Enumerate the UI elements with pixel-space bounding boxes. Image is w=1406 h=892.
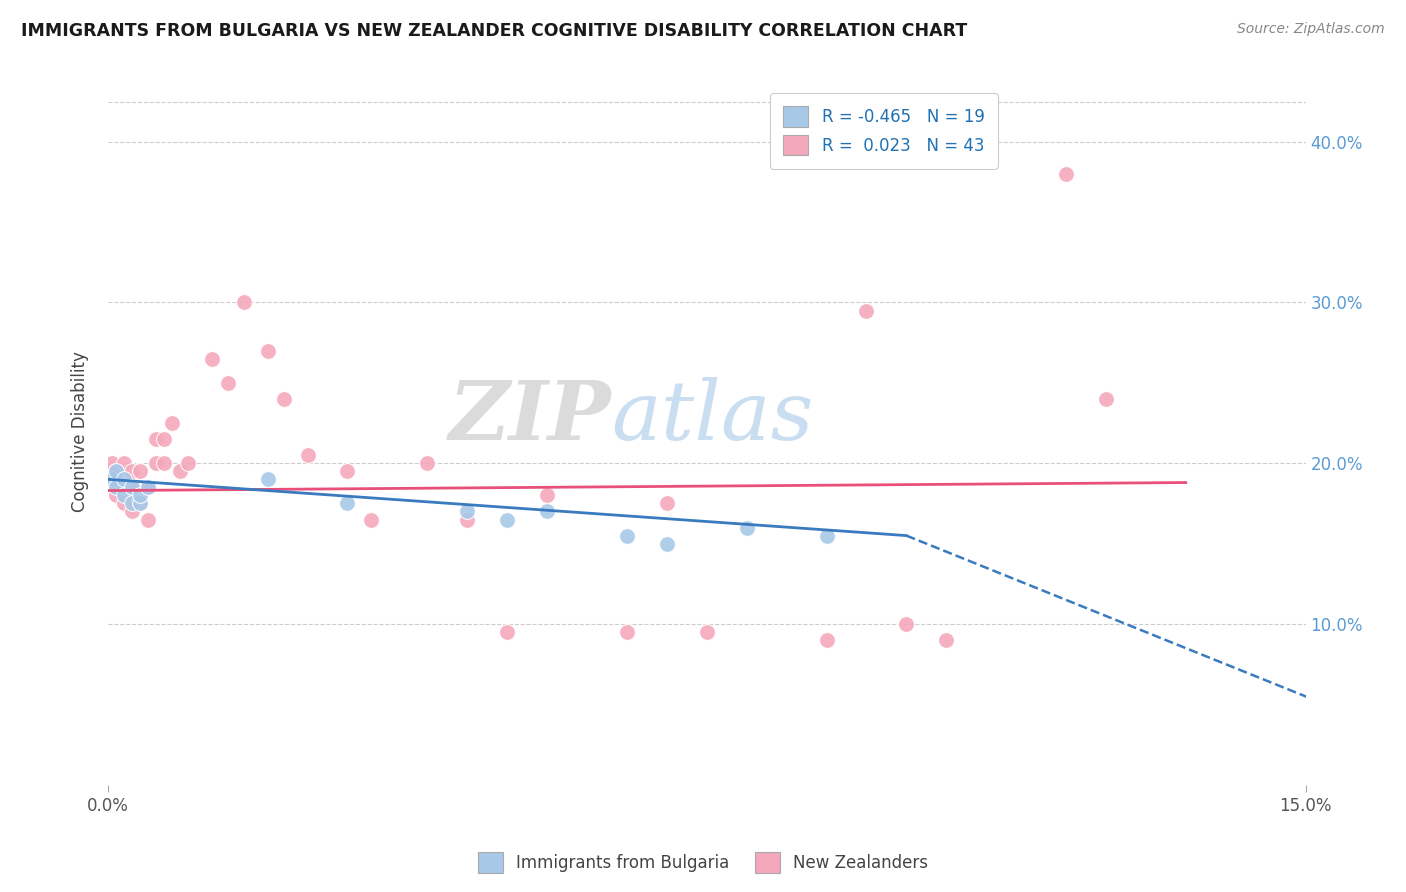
Point: [336, 464, 359, 478]
Point: [496, 512, 519, 526]
Point: [360, 512, 382, 526]
Point: [104, 488, 127, 502]
Legend: R = -0.465   N = 19, R =  0.023   N = 43: R = -0.465 N = 19, R = 0.023 N = 43: [770, 93, 998, 169]
Point: [104, 464, 127, 478]
Point: [616, 528, 638, 542]
Point: [256, 472, 278, 486]
Point: [136, 480, 159, 494]
Point: [129, 488, 152, 502]
Point: [815, 528, 838, 542]
Text: IMMIGRANTS FROM BULGARIA VS NEW ZEALANDER COGNITIVE DISABILITY CORRELATION CHART: IMMIGRANTS FROM BULGARIA VS NEW ZEALANDE…: [21, 22, 967, 40]
Point: [616, 625, 638, 640]
Point: [160, 416, 183, 430]
Point: [655, 496, 678, 510]
Point: [655, 536, 678, 550]
Point: [1095, 392, 1118, 406]
Point: [129, 496, 152, 510]
Point: [129, 464, 152, 478]
Point: [456, 504, 478, 518]
Text: ZIP: ZIP: [449, 377, 612, 457]
Point: [169, 464, 191, 478]
Point: [121, 496, 143, 510]
Point: [136, 480, 159, 494]
Point: [121, 480, 143, 494]
Point: [297, 448, 319, 462]
Point: [153, 456, 176, 470]
Point: [1054, 167, 1077, 181]
Point: [112, 456, 135, 470]
Point: [145, 456, 167, 470]
Point: [129, 496, 152, 510]
Point: [815, 633, 838, 648]
Y-axis label: Cognitive Disability: Cognitive Disability: [72, 351, 89, 511]
Point: [536, 488, 558, 502]
Point: [104, 480, 127, 494]
Point: [336, 496, 359, 510]
Point: [101, 472, 124, 486]
Point: [101, 472, 124, 486]
Point: [121, 464, 143, 478]
Legend: Immigrants from Bulgaria, New Zealanders: Immigrants from Bulgaria, New Zealanders: [471, 846, 935, 880]
Point: [136, 512, 159, 526]
Point: [232, 295, 254, 310]
Point: [896, 617, 918, 632]
Point: [201, 351, 224, 366]
Point: [177, 456, 200, 470]
Point: [104, 464, 127, 478]
Point: [496, 625, 519, 640]
Point: [217, 376, 239, 390]
Point: [145, 432, 167, 446]
Point: [101, 456, 124, 470]
Text: atlas: atlas: [612, 377, 813, 457]
Point: [256, 343, 278, 358]
Point: [855, 303, 877, 318]
Text: Source: ZipAtlas.com: Source: ZipAtlas.com: [1237, 22, 1385, 37]
Point: [696, 625, 718, 640]
Point: [104, 480, 127, 494]
Point: [735, 520, 758, 534]
Point: [536, 504, 558, 518]
Point: [935, 633, 957, 648]
Point: [121, 480, 143, 494]
Point: [416, 456, 439, 470]
Point: [112, 472, 135, 486]
Point: [112, 480, 135, 494]
Point: [456, 512, 478, 526]
Point: [153, 432, 176, 446]
Point: [112, 496, 135, 510]
Point: [112, 488, 135, 502]
Point: [273, 392, 295, 406]
Point: [121, 504, 143, 518]
